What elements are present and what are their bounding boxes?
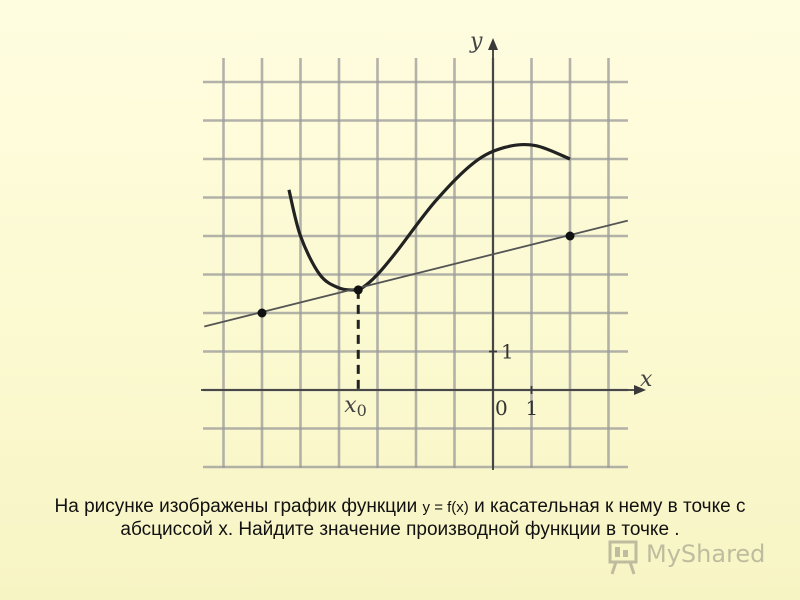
x0-label-main: x [344,393,357,418]
chart: x y 0 1 1 x0 [201,29,653,470]
tangent-point-right [565,231,575,241]
grid [203,58,628,469]
x0-label-subscript: 0 [357,401,367,420]
projector-screen-icon [608,540,638,575]
function-curve [287,142,571,292]
watermark: MyShared [604,536,784,576]
tangency-point [353,285,363,295]
caption-part1: На рисунке изображены график функции [54,496,423,517]
problem-statement: На рисунке изображены график функции y =… [20,496,780,541]
plot-area [204,142,628,390]
tangent-point-left [257,308,267,318]
x-tick-label-1: 1 [526,396,539,420]
axes [201,38,646,470]
x-axis-label: x [640,367,653,392]
watermark-text: MyShared [646,540,766,568]
caption-part2: и касательная к нему в точке с абсциссой… [120,496,746,540]
y-axis-label: y [469,29,483,54]
tangent-line [204,219,628,328]
y-tick-label-1: 1 [501,340,514,364]
caption-function: y = f(x) [422,499,469,516]
x-axis-arrow [634,385,646,395]
y-axis-arrow [488,38,498,50]
x-tick-label-0: 0 [495,396,508,420]
x0-label: x0 [344,393,367,420]
